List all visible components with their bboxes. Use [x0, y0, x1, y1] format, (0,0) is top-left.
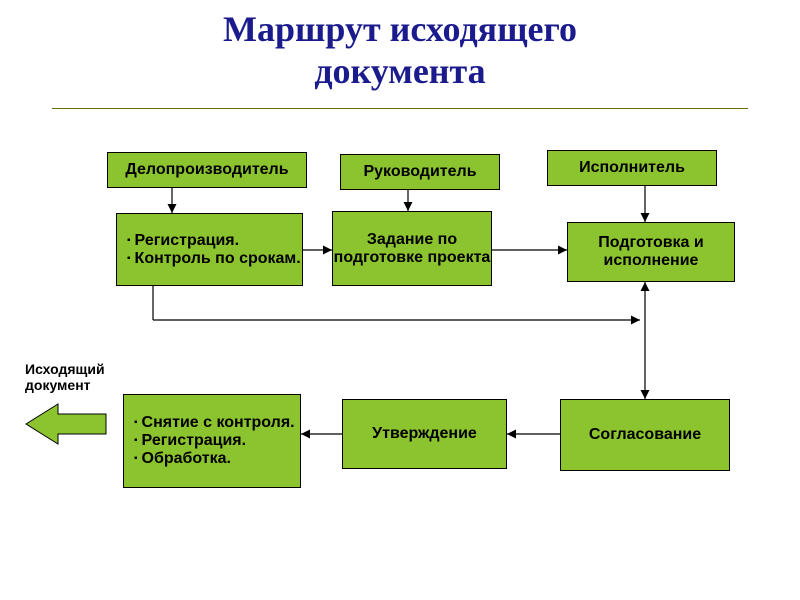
bullet-item: Снятие с контроля.	[134, 414, 295, 432]
node-task: Задание по подготовке проекта	[332, 211, 492, 286]
node-removal: Снятие с контроля.Регистрация.Обработка.	[123, 394, 301, 488]
node-manager: Руководитель	[340, 154, 500, 190]
label-line: Исходящий	[25, 361, 105, 377]
node-label: Делопроизводитель	[125, 161, 288, 179]
bullet-item: Регистрация.	[127, 232, 301, 250]
bullet-item: Контроль по срокам.	[127, 250, 301, 268]
node-label: Исполнитель	[579, 159, 685, 177]
node-approval: Согласование	[560, 399, 730, 471]
node-label: Руководитель	[363, 163, 476, 181]
bullet-list: Регистрация.Контроль по срокам.	[127, 232, 301, 268]
node-label: Подготовка и исполнение	[568, 234, 734, 270]
node-preparation: Подготовка и исполнение	[567, 222, 735, 282]
node-executor: Исполнитель	[547, 150, 717, 186]
outgoing-document-label: Исходящийдокумент	[25, 361, 105, 393]
node-label: Задание по подготовке проекта	[333, 231, 491, 267]
bullet-list: Снятие с контроля.Регистрация.Обработка.	[134, 414, 295, 468]
page-title: Маршрут исходящего документа	[0, 0, 800, 92]
label-line: документ	[25, 377, 105, 393]
node-clerk: Делопроизводитель	[107, 152, 307, 188]
node-label: Утверждение	[372, 425, 477, 443]
bullet-item: Регистрация.	[134, 432, 295, 450]
title-divider	[52, 108, 748, 109]
node-label: Согласование	[589, 426, 701, 444]
bullet-item: Обработка.	[134, 450, 295, 468]
outgoing-arrow-icon	[26, 404, 106, 444]
node-registration-control: Регистрация.Контроль по срокам.	[116, 213, 303, 286]
node-confirmation: Утверждение	[342, 399, 507, 469]
